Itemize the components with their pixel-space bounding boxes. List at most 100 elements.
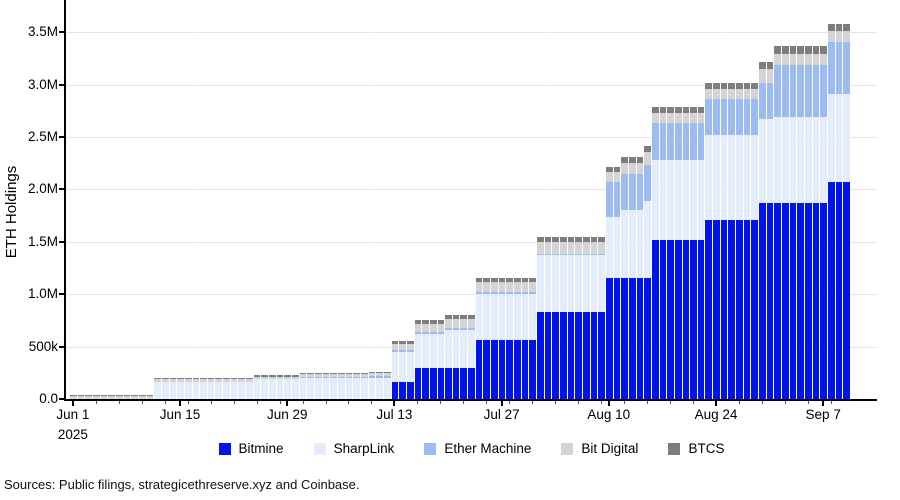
daily-bar <box>758 0 766 399</box>
daily-bar <box>114 0 123 399</box>
bar-segment-btcs <box>169 377 177 380</box>
daily-bar <box>107 0 115 399</box>
daily-bar <box>122 0 131 399</box>
bar-segment-ether-machine <box>590 253 598 256</box>
bar-segment-bit-digital <box>713 89 720 99</box>
daily-bar <box>91 0 100 399</box>
bar-segment-ether-machine <box>567 253 575 256</box>
bar-segment-sharplink <box>529 293 537 340</box>
bar-segment-bit-digital <box>200 379 207 382</box>
bar-segment-btcs <box>567 237 575 243</box>
y-tick-label: 2.5M <box>27 128 58 144</box>
source-note: Sources: Public filings, strategicethres… <box>4 477 360 492</box>
x-minor-tick <box>807 401 809 404</box>
x-minor-tick <box>417 401 419 404</box>
bar-segment-ether-machine <box>544 253 552 256</box>
legend-label: SharpLink <box>333 441 395 456</box>
legend-swatch-icon <box>218 442 231 455</box>
bar-segment-btcs <box>582 237 590 243</box>
daily-bar <box>252 0 261 399</box>
bar-segment-sharplink <box>253 379 261 399</box>
bar-segment-ether-machine <box>812 65 820 118</box>
bar-segment-ether-machine <box>307 377 314 379</box>
legend-swatch-icon <box>424 442 437 455</box>
bar-segment-bit-digital <box>774 53 782 66</box>
daily-bar <box>543 0 552 399</box>
bar-segment-bitmine <box>582 311 590 399</box>
bar-segment-ether-machine <box>667 123 674 161</box>
bar-segment-bitmine <box>720 219 728 399</box>
bar-segment-btcs <box>429 320 437 324</box>
y-tick-label: 0.0 <box>39 391 58 406</box>
bar-segment-bitmine <box>644 278 651 399</box>
bar-segment-bit-digital <box>177 379 184 382</box>
daily-bar <box>199 0 207 399</box>
bar-segment-btcs <box>192 377 200 380</box>
bar-segment-bit-digital <box>743 89 751 99</box>
bar-segment-ether-machine <box>414 332 422 334</box>
daily-bar <box>382 0 391 399</box>
x-tick-label: Aug 10 <box>587 407 631 422</box>
bar-segment-bit-digital <box>690 113 697 124</box>
daily-bar <box>513 0 521 399</box>
bar-segment-ether-machine <box>337 377 345 379</box>
bar-segment-bit-digital <box>100 396 108 399</box>
bar-segment-bitmine <box>835 182 843 399</box>
bar-segment-btcs <box>223 377 230 380</box>
bar-segment-bitmine <box>682 239 690 399</box>
bar-segment-bit-digital <box>322 374 330 377</box>
gridline <box>66 189 877 191</box>
bar-segment-btcs <box>759 61 766 69</box>
bar-segment-ether-machine <box>391 349 399 352</box>
bar-segment-bitmine <box>613 278 621 399</box>
legend-swatch-icon <box>668 442 681 455</box>
daily-bar <box>222 0 230 399</box>
legend-label: Ether Machine <box>444 441 532 456</box>
y-tick <box>59 240 64 243</box>
y-tick <box>59 398 64 400</box>
bar-segment-btcs <box>789 46 797 54</box>
bar-segment-ether-machine <box>437 332 445 334</box>
y-tick-label: 3.5M <box>27 24 58 40</box>
bar-segment-ether-machine <box>713 98 720 135</box>
bar-segment-bitmine <box>590 311 598 399</box>
daily-bar <box>336 0 345 399</box>
bar-segment-bit-digital <box>345 374 353 377</box>
daily-bar <box>99 0 108 399</box>
bar-segment-btcs <box>261 375 269 377</box>
bar-segment-sharplink <box>521 293 529 340</box>
bar-segment-bitmine <box>437 367 445 399</box>
bar-segment-btcs <box>575 237 582 243</box>
x-minor-tick <box>670 401 672 404</box>
bar-segment-bit-digital <box>108 396 115 399</box>
bar-segment-bit-digital <box>115 396 123 399</box>
bar-segment-bit-digital <box>169 379 177 382</box>
bar-segment-btcs <box>391 340 399 344</box>
x-minor-tick <box>187 401 189 404</box>
bar-segment-bitmine <box>713 219 720 399</box>
bar-segment-sharplink <box>682 160 690 240</box>
bar-segment-sharplink <box>368 377 376 399</box>
bar-segment-bitmine <box>598 311 605 399</box>
bar-segment-bitmine <box>605 278 613 399</box>
bar-segment-ether-machine <box>682 123 690 161</box>
bar-segment-bit-digital <box>598 242 605 254</box>
bar-segment-btcs <box>269 375 276 377</box>
bar-segment-bit-digital <box>621 162 628 175</box>
bar-segment-btcs <box>506 277 514 282</box>
bar-segment-sharplink <box>835 94 843 183</box>
bar-segment-sharplink <box>399 351 406 382</box>
legend-item-ether-machine: Ether Machine <box>424 441 531 456</box>
bar-segment-bit-digital <box>261 376 269 380</box>
bar-segment-sharplink <box>307 378 314 399</box>
y-tick <box>59 83 64 86</box>
bar-segment-sharplink <box>406 351 414 382</box>
bar-segment-btcs <box>276 375 284 377</box>
bar-segment-sharplink <box>567 255 575 312</box>
bar-segment-sharplink <box>483 293 491 340</box>
bar-segment-btcs <box>353 372 360 375</box>
bar-segment-bit-digital <box>728 89 736 99</box>
daily-bar <box>214 0 223 399</box>
bar-segment-bitmine <box>659 239 667 399</box>
daily-bar <box>551 0 559 399</box>
